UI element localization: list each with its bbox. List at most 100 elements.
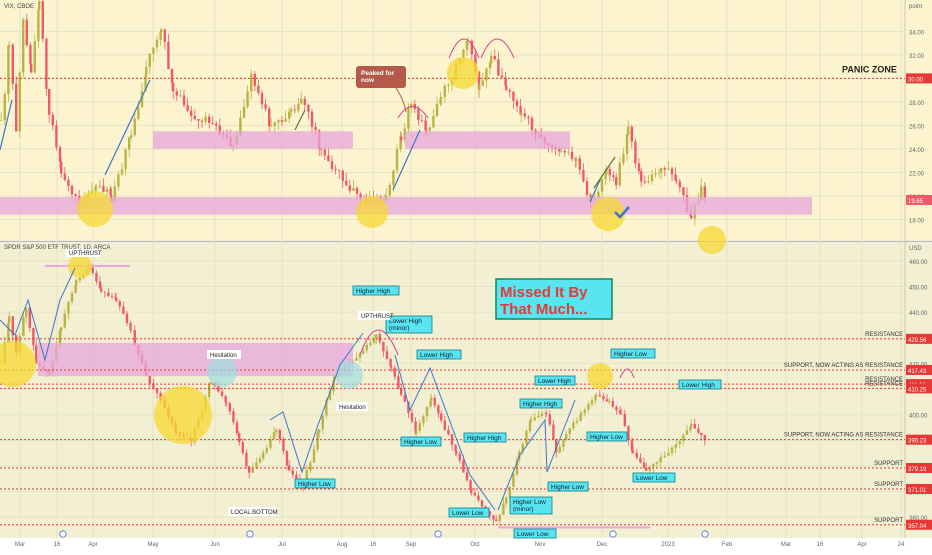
x-axis-label: Oct bbox=[470, 542, 480, 548]
vix-candle-body bbox=[600, 178, 604, 192]
spy-candle-body bbox=[312, 449, 316, 463]
vix-candle-body bbox=[98, 185, 101, 187]
vix-candle-body bbox=[18, 72, 21, 132]
spy-candle-body bbox=[238, 433, 241, 443]
spy-level-text: SUPPORT, NOW ACTING AS RESISTANCE bbox=[784, 433, 903, 439]
time-axis-bg bbox=[0, 538, 932, 550]
spy-candle-body bbox=[385, 351, 389, 359]
x-axis-label: 16 bbox=[817, 542, 824, 548]
spy-candle-body bbox=[400, 388, 403, 395]
vix-candle-body bbox=[45, 38, 48, 89]
vix-candle-body bbox=[270, 126, 273, 127]
vix-candle-body bbox=[11, 44, 14, 84]
spy-candle-body bbox=[91, 267, 94, 273]
vix-candle-body bbox=[264, 104, 267, 109]
vix-candle-body bbox=[432, 116, 435, 128]
highlight-circle bbox=[356, 196, 388, 228]
vix-candle-body bbox=[58, 147, 62, 162]
vix-candle-body bbox=[637, 163, 641, 172]
peaked-note-box bbox=[356, 66, 406, 88]
spy-candle-body bbox=[265, 447, 268, 453]
spy-candle-body bbox=[525, 431, 528, 445]
vix-candle-body bbox=[130, 135, 133, 138]
vix-candle-body bbox=[481, 80, 484, 86]
vix-candle-body bbox=[0, 120, 3, 121]
x-axis-label: Jul bbox=[278, 542, 286, 548]
highlight-circle bbox=[698, 226, 726, 254]
spy-candle-body bbox=[674, 445, 677, 448]
spy-candle-body bbox=[282, 439, 285, 452]
spy-candle-body bbox=[318, 429, 321, 433]
spy-resistance-zone bbox=[38, 342, 353, 377]
title-line-1: Missed It By bbox=[500, 284, 588, 301]
x-axis-label: Mar bbox=[15, 542, 25, 548]
vix-candle-body bbox=[186, 105, 189, 111]
spy-candle-body bbox=[655, 462, 659, 464]
x-axis-label: 16 bbox=[370, 542, 377, 548]
spy-candle-body bbox=[74, 285, 77, 294]
vix-candle-body bbox=[407, 107, 410, 129]
spy-candle-body bbox=[365, 344, 368, 351]
spy-level-tag bbox=[906, 519, 932, 530]
spy-candle-body bbox=[515, 459, 519, 475]
spy-candle-body bbox=[462, 460, 465, 473]
spy-candle-body bbox=[389, 358, 392, 367]
spy-candle-body bbox=[615, 406, 618, 411]
vix-candle-body bbox=[250, 79, 253, 92]
spy-candle-body bbox=[533, 417, 536, 420]
vix-candle-body bbox=[170, 68, 174, 83]
swing-label-text: Higher High bbox=[356, 288, 391, 295]
x-axis-label: Apr bbox=[857, 542, 866, 548]
spy-candle-body bbox=[455, 450, 458, 454]
vix-candle-body bbox=[440, 97, 443, 99]
spy-candle-body bbox=[572, 422, 575, 429]
vix-candle-body bbox=[60, 161, 63, 174]
vix-candle-body bbox=[148, 53, 151, 67]
white-note-text: Hesitation bbox=[210, 353, 237, 359]
swing-label-text: Lower High bbox=[420, 352, 453, 359]
spy-candle-body bbox=[697, 428, 700, 433]
vix-candle-body bbox=[327, 155, 330, 162]
swing-label-text: Higher Low (minor) bbox=[513, 499, 546, 513]
vix-candle-body bbox=[563, 150, 566, 153]
spy-candle-body bbox=[75, 280, 78, 286]
spy-level-tag bbox=[906, 434, 932, 445]
spy-candle-body bbox=[458, 453, 461, 461]
vix-candle-body bbox=[622, 153, 625, 163]
spy-candle-body bbox=[443, 420, 446, 430]
vix-candle-body bbox=[403, 128, 406, 140]
x-axis-label: 24 bbox=[898, 542, 905, 548]
x-axis-label: May bbox=[147, 542, 158, 548]
vix-candle-body bbox=[388, 184, 391, 196]
vix-candle-body bbox=[38, 1, 41, 10]
vix-candle-body bbox=[250, 73, 253, 80]
vix-candle-body bbox=[95, 186, 98, 188]
spy-candle-body bbox=[583, 409, 586, 414]
peaked-note-line: now bbox=[361, 77, 375, 84]
vix-candle-body bbox=[585, 181, 589, 195]
spy-level-tag-text: 371.01 bbox=[908, 488, 927, 494]
swing-label-box bbox=[448, 507, 490, 518]
x-axis-label: Mar bbox=[781, 542, 791, 548]
vix-candle-body bbox=[102, 185, 105, 193]
vix-candle-body bbox=[690, 215, 693, 219]
vix-mid-zone bbox=[153, 131, 353, 149]
spy-panel-bg bbox=[0, 243, 932, 538]
highlight-circle bbox=[0, 341, 36, 387]
spy-level-text: RESISTANCE bbox=[865, 381, 903, 387]
vix-candle-body bbox=[94, 187, 97, 191]
vix-candle-body bbox=[504, 77, 507, 86]
vix-candle-body bbox=[417, 108, 420, 120]
spy-level-text: SUPPORT bbox=[874, 461, 903, 467]
vix-candle-body bbox=[630, 126, 633, 142]
vix-candle-body bbox=[190, 112, 193, 116]
vix-candle-body bbox=[109, 188, 112, 196]
vix-last-price-tag bbox=[906, 194, 932, 205]
spy-candle-body bbox=[425, 406, 429, 417]
spy-candle-body bbox=[269, 438, 272, 448]
swing-label-box bbox=[678, 379, 722, 390]
spy-candle-body bbox=[7, 323, 10, 342]
vix-candle-body bbox=[399, 136, 402, 150]
spy-candle-body bbox=[130, 330, 133, 331]
spy-candle-body bbox=[627, 425, 630, 440]
